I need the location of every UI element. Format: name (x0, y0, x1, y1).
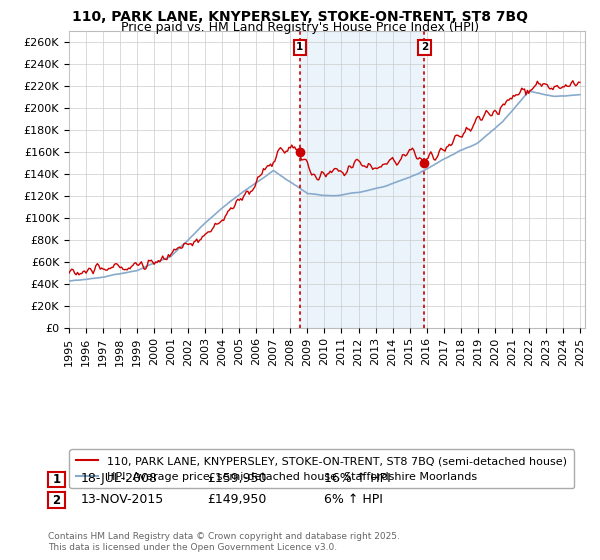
Text: 1: 1 (52, 473, 61, 486)
Text: 6% ↑ HPI: 6% ↑ HPI (324, 493, 383, 506)
Text: 18-JUL-2008: 18-JUL-2008 (81, 472, 158, 486)
Text: 13-NOV-2015: 13-NOV-2015 (81, 493, 164, 506)
Text: 2: 2 (52, 493, 61, 507)
Text: £149,950: £149,950 (207, 493, 266, 506)
Text: 1: 1 (296, 43, 304, 52)
Text: Contains HM Land Registry data © Crown copyright and database right 2025.
This d: Contains HM Land Registry data © Crown c… (48, 532, 400, 552)
Text: Price paid vs. HM Land Registry's House Price Index (HPI): Price paid vs. HM Land Registry's House … (121, 21, 479, 34)
Text: 2: 2 (421, 43, 428, 52)
Text: 110, PARK LANE, KNYPERSLEY, STOKE-ON-TRENT, ST8 7BQ: 110, PARK LANE, KNYPERSLEY, STOKE-ON-TRE… (72, 10, 528, 24)
Bar (300, 31, 424, 328)
Legend: 110, PARK LANE, KNYPERSLEY, STOKE-ON-TRENT, ST8 7BQ (semi-detached house), HPI: : 110, PARK LANE, KNYPERSLEY, STOKE-ON-TRE… (70, 449, 574, 488)
Text: 16% ↑ HPI: 16% ↑ HPI (324, 472, 391, 486)
Text: £159,950: £159,950 (207, 472, 266, 486)
